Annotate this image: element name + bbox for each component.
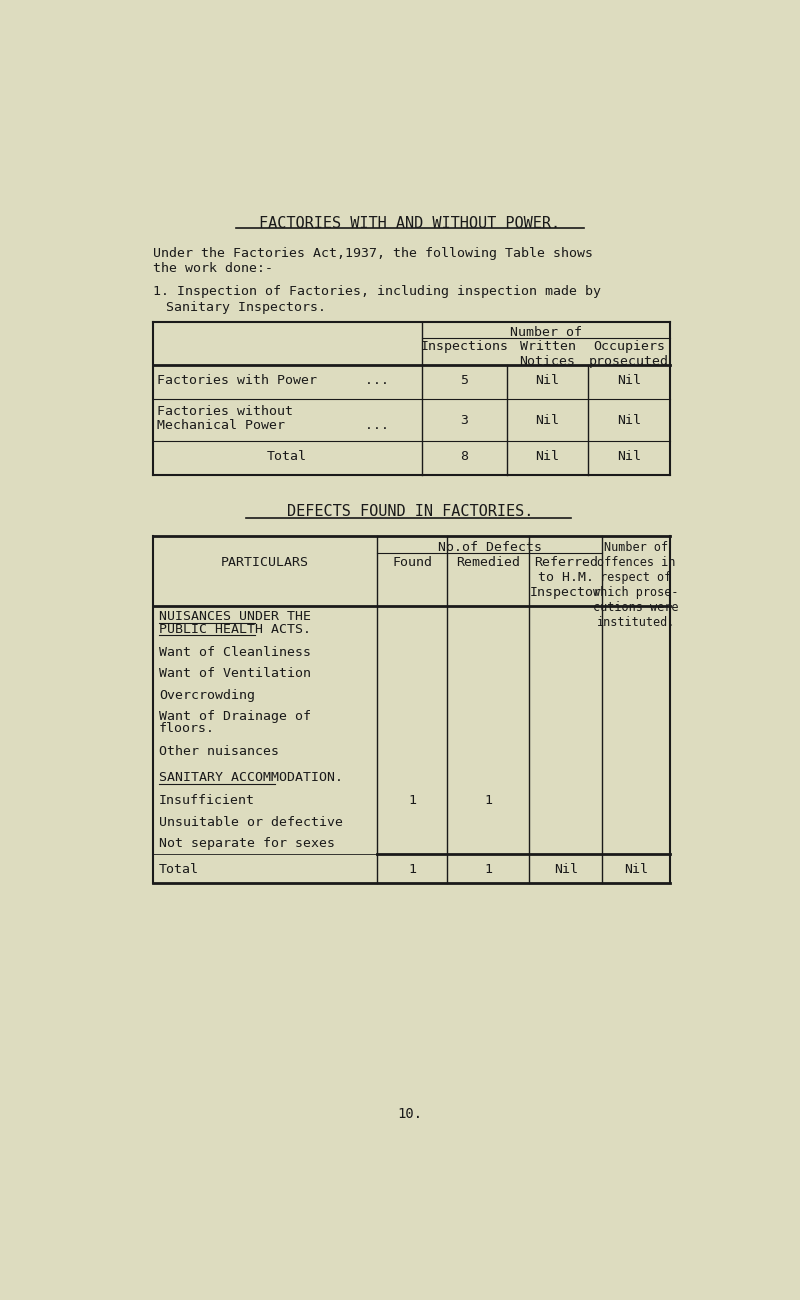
Text: Number of
offences in
respect of
which prose-
cutions were
instituted.: Number of offences in respect of which p… xyxy=(593,541,678,629)
Text: Nil: Nil xyxy=(535,413,559,426)
Text: DEFECTS FOUND IN FACTORIES.: DEFECTS FOUND IN FACTORIES. xyxy=(287,504,533,519)
Text: Nil: Nil xyxy=(624,863,648,876)
Text: NUISANCES UNDER THE: NUISANCES UNDER THE xyxy=(159,610,311,623)
Text: Occupiers
prosecuted: Occupiers prosecuted xyxy=(589,341,669,368)
Text: Want of Drainage of: Want of Drainage of xyxy=(159,710,311,723)
Text: PARTICULARS: PARTICULARS xyxy=(221,555,309,568)
Text: Factories with Power      ...: Factories with Power ... xyxy=(158,374,390,387)
Text: FACTORIES WITH AND WITHOUT POWER.: FACTORIES WITH AND WITHOUT POWER. xyxy=(259,216,561,231)
Text: 1: 1 xyxy=(408,863,416,876)
Text: No.of Defects: No.of Defects xyxy=(438,541,542,554)
Text: Other nuisances: Other nuisances xyxy=(159,745,279,758)
Text: Nil: Nil xyxy=(617,374,641,387)
Text: Overcrowding: Overcrowding xyxy=(159,689,255,702)
Text: Nil: Nil xyxy=(554,863,578,876)
Text: 5: 5 xyxy=(460,374,468,387)
Text: Nil: Nil xyxy=(617,413,641,426)
Text: Remedied: Remedied xyxy=(456,555,520,568)
Text: 1: 1 xyxy=(408,794,416,807)
Text: Want of Cleanliness: Want of Cleanliness xyxy=(159,646,311,659)
Text: PUBLIC HEALTH ACTS.: PUBLIC HEALTH ACTS. xyxy=(159,623,311,636)
Text: SANITARY ACCOMMODATION.: SANITARY ACCOMMODATION. xyxy=(159,771,343,784)
Text: Sanitary Inspectors.: Sanitary Inspectors. xyxy=(166,300,326,313)
Text: floors.: floors. xyxy=(159,722,215,734)
Text: Nil: Nil xyxy=(535,374,559,387)
Text: Under the Factories Act,1937, the following Table shows: Under the Factories Act,1937, the follow… xyxy=(153,247,593,260)
Text: Total: Total xyxy=(267,450,307,463)
Text: Not separate for sexes: Not separate for sexes xyxy=(159,837,335,850)
Text: Nil: Nil xyxy=(617,450,641,463)
Text: 1: 1 xyxy=(484,794,492,807)
Text: Referred
to H.M.
Inspector: Referred to H.M. Inspector xyxy=(530,555,602,598)
Text: Want of Ventilation: Want of Ventilation xyxy=(159,667,311,680)
Text: Insufficient: Insufficient xyxy=(159,794,255,807)
Text: 8: 8 xyxy=(460,450,468,463)
Text: Inspections: Inspections xyxy=(420,341,508,354)
Text: Number of: Number of xyxy=(510,326,582,339)
Text: Written
Notices: Written Notices xyxy=(519,341,575,368)
Text: 1: 1 xyxy=(484,863,492,876)
Text: Total: Total xyxy=(159,863,199,876)
Text: 10.: 10. xyxy=(398,1108,422,1121)
Text: 1. Inspection of Factories, including inspection made by: 1. Inspection of Factories, including in… xyxy=(153,286,601,299)
Text: the work done:-: the work done:- xyxy=(153,263,273,276)
Text: Found: Found xyxy=(392,555,432,568)
Text: 3: 3 xyxy=(460,413,468,426)
Text: Mechanical Power          ...: Mechanical Power ... xyxy=(158,419,390,432)
Text: Unsuitable or defective: Unsuitable or defective xyxy=(159,816,343,829)
Text: Nil: Nil xyxy=(535,450,559,463)
Text: Factories without: Factories without xyxy=(158,404,294,417)
